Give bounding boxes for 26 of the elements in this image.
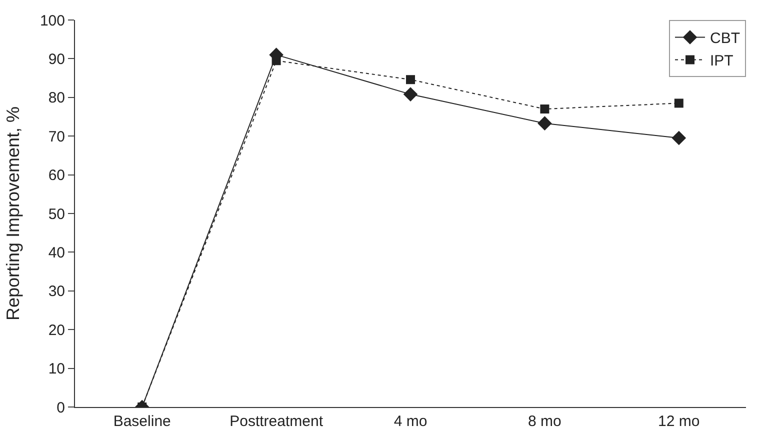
y-tick-label: 90 <box>48 50 65 68</box>
y-tick-label: 0 <box>56 399 65 416</box>
y-tick-label: 80 <box>48 90 65 107</box>
y-axis-title: Reporting Improvement, % <box>3 106 24 321</box>
y-tick-label: 50 <box>48 206 65 223</box>
point <box>672 130 686 146</box>
legend-label: CBT <box>710 30 740 48</box>
y-tick-label: 20 <box>48 322 65 339</box>
point <box>674 98 684 108</box>
x-tick-label: 12 mo <box>658 413 700 430</box>
legend-label: IPT <box>710 52 734 70</box>
x-tick-label: 4 mo <box>394 413 428 430</box>
y-tick-label: 30 <box>48 283 65 300</box>
point <box>406 75 415 84</box>
point <box>538 116 552 130</box>
x-tick-label: Posttreatment <box>230 413 324 430</box>
x-tick-label: 8 mo <box>528 413 562 430</box>
point <box>540 104 550 114</box>
y-tick-label: 70 <box>48 128 65 146</box>
point <box>403 87 418 102</box>
y-tick-label: 100 <box>40 12 65 30</box>
y-tick-label: 60 <box>48 167 65 184</box>
x-tick-label: Baseline <box>113 413 171 430</box>
y-tick-label: 10 <box>48 360 65 378</box>
point <box>272 56 281 66</box>
y-tick-label: 40 <box>48 244 65 262</box>
